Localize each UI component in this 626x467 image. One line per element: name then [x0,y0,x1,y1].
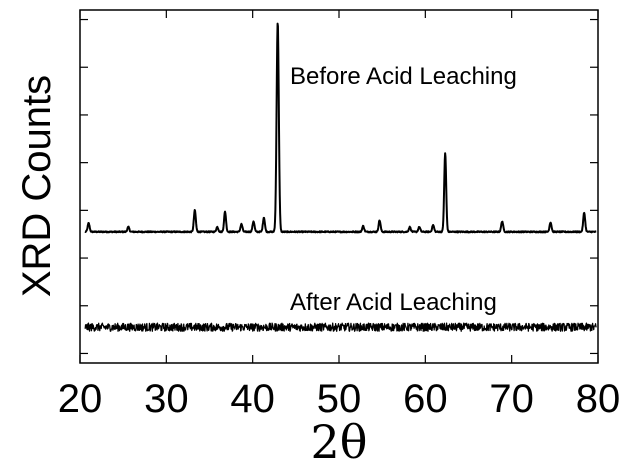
series-group [84,22,597,332]
x-tick-label: 30 [144,377,189,421]
series-after-acid-leaching [84,322,597,332]
x-tick-label: 70 [489,377,534,421]
plot-frame [79,9,599,364]
x-tick-label: 60 [403,377,448,421]
x-tick-labels: 20 30 40 50 60 70 80 [58,377,621,421]
y-axis-ticks [80,18,598,355]
y-axis-label: XRD Counts [15,75,59,297]
annotation-before: Before Acid Leaching [290,63,517,90]
series-before-acid-leaching [84,22,597,234]
x-tick-label: 50 [317,377,362,421]
x-tick-label: 80 [576,377,621,421]
x-tick-label: 20 [58,377,103,421]
x-tick-label: 40 [230,377,275,421]
annotation-after: After Acid Leaching [290,289,497,316]
x-axis-label: 2θ [311,415,368,467]
x-axis-ticks [79,10,599,363]
